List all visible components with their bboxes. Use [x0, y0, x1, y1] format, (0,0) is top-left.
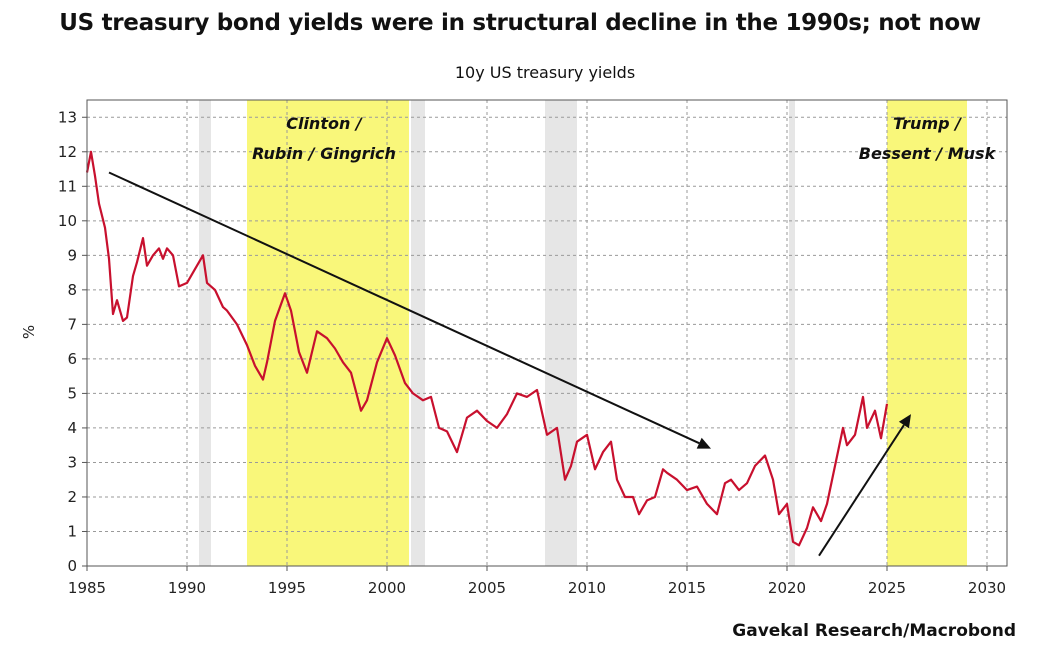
y-tick-label: 1 — [67, 522, 77, 540]
recession-band — [199, 100, 211, 566]
y-tick-label: 13 — [58, 108, 77, 126]
trend-arrow-line — [108, 171, 700, 445]
x-axis: 1985 1990 1995 2000 2005 2010 2015 2020 2025 2030 — [68, 566, 1006, 597]
source-credit: Gavekal Research/Macrobond — [732, 621, 1016, 641]
y-tick-label: 11 — [58, 177, 77, 195]
arrows-layer — [108, 171, 911, 557]
y-tick-label: 2 — [67, 488, 77, 506]
trend-arrow-head — [898, 414, 911, 429]
recession-band — [545, 100, 577, 566]
annotation-line2: Rubin / Gingrich — [252, 144, 396, 163]
annotation-line1: Clinton / — [286, 114, 363, 133]
y-tick-label: 0 — [67, 557, 77, 575]
x-tick-label: 2025 — [868, 579, 906, 597]
shaded-periods — [199, 100, 967, 566]
x-tick-label: 1995 — [268, 579, 306, 597]
trend-arrow-line — [818, 424, 905, 557]
chart-title: US treasury bond yields were in structur… — [59, 10, 981, 36]
highlight-band — [887, 100, 967, 566]
recession-band — [789, 100, 795, 566]
y-tick-label: 7 — [67, 315, 77, 333]
y-tick-label: 9 — [67, 246, 77, 264]
y-tick-label: 8 — [67, 281, 77, 299]
y-tick-label: 6 — [67, 350, 77, 368]
x-tick-label: 1985 — [68, 579, 106, 597]
annotation-line1: Trump / — [893, 114, 962, 133]
y-tick-label: 12 — [58, 143, 77, 161]
x-tick-label: 2010 — [568, 579, 606, 597]
x-tick-label: 2005 — [468, 579, 506, 597]
y-tick-label: 10 — [58, 212, 77, 230]
chart-subtitle: 10y US treasury yields — [454, 63, 636, 82]
trend-arrow-head — [696, 437, 711, 449]
x-tick-label: 2015 — [668, 579, 706, 597]
x-tick-label: 1990 — [168, 579, 206, 597]
y-tick-label: 5 — [67, 384, 77, 402]
y-tick-label: 3 — [67, 453, 77, 471]
highlight-band — [247, 100, 409, 566]
recession-band — [411, 100, 425, 566]
x-tick-label: 2030 — [968, 579, 1006, 597]
plot-frame — [86, 99, 1008, 567]
x-tick-label: 2020 — [768, 579, 806, 597]
annotation-line2: Bessent / Musk — [859, 144, 997, 163]
annotations-layer: Clinton / Rubin / Gingrich Trump / Bessent … — [252, 114, 997, 163]
series-layer — [85, 150, 889, 547]
y-tick-label: 4 — [67, 419, 77, 437]
x-tick-label: 2000 — [368, 579, 406, 597]
y-axis-label: % — [20, 325, 38, 339]
yield-line — [85, 150, 889, 547]
